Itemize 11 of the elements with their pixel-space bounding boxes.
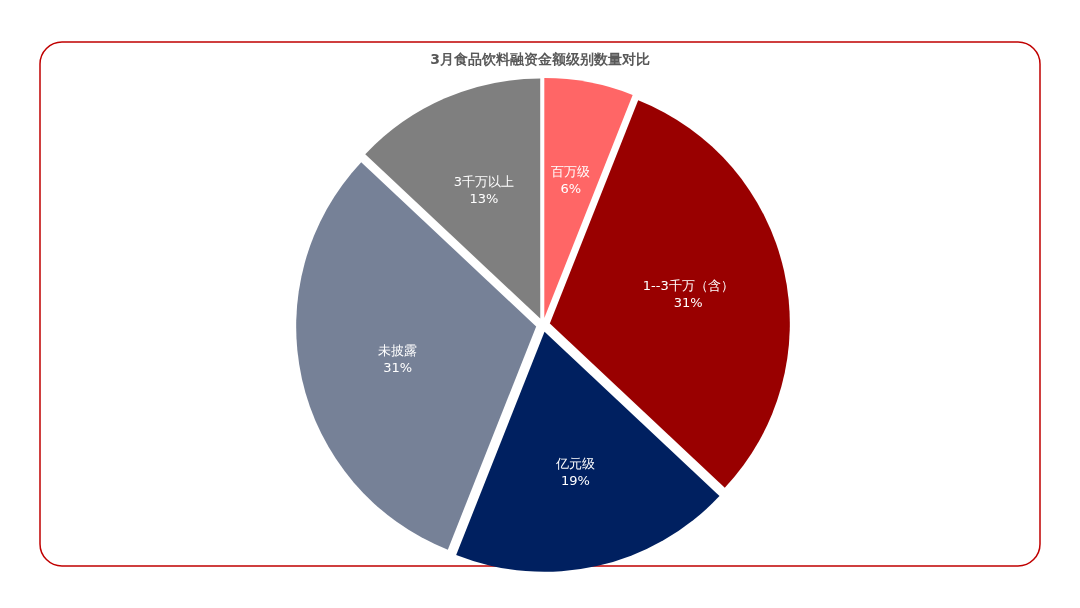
chart-title: 3月食品饮料融资金额级别数量对比: [430, 51, 650, 67]
data-label: 13%: [469, 190, 499, 206]
slice-label: 百万级: [551, 164, 591, 180]
slice-label: 1--3千万（含）: [642, 277, 734, 293]
data-label: 31%: [383, 359, 413, 375]
slice-label: 未披露: [378, 342, 418, 358]
data-label: 6%: [560, 181, 582, 197]
slice-label: 3千万以上: [453, 173, 515, 189]
slice-label: 亿元级: [554, 455, 595, 471]
data-label: 19%: [561, 472, 590, 488]
data-label: 31%: [673, 294, 703, 310]
